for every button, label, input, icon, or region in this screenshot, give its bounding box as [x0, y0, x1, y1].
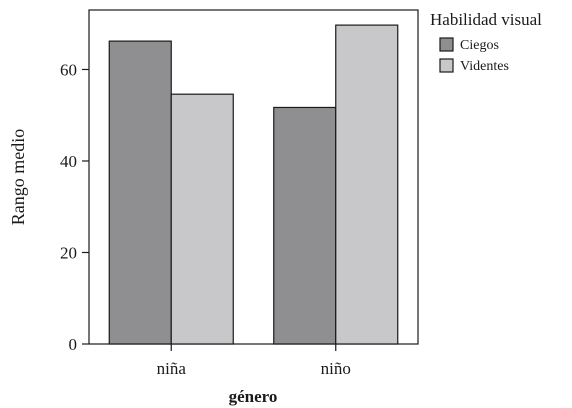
x-axis-title: género	[229, 387, 278, 406]
bar-videntes-1	[335, 24, 399, 345]
bar-ciegos-1	[273, 106, 337, 345]
x-tick-label: niña	[157, 359, 187, 378]
legend: Habilidad visual Ciegos Videntes	[430, 10, 542, 74]
y-axis-title: Rango medio	[8, 129, 28, 226]
bars	[108, 24, 399, 345]
y-tick-label: 20	[60, 243, 77, 262]
y-tick-label: 0	[69, 335, 78, 354]
legend-swatch-ciegos	[439, 37, 454, 52]
y-tick-label: 40	[60, 152, 77, 171]
legend-label-videntes: Videntes	[460, 59, 509, 74]
y-axis: 0 20 40 60	[60, 60, 89, 354]
bar-videntes-0	[170, 93, 234, 345]
legend-title: Habilidad visual	[430, 10, 542, 29]
x-axis: niña niño	[157, 344, 351, 378]
bar-ciegos-0	[108, 40, 172, 345]
x-tick-label: niño	[321, 359, 351, 378]
y-tick-label: 60	[60, 60, 77, 79]
legend-swatch-videntes	[439, 58, 454, 73]
legend-label-ciegos: Ciegos	[460, 38, 499, 53]
